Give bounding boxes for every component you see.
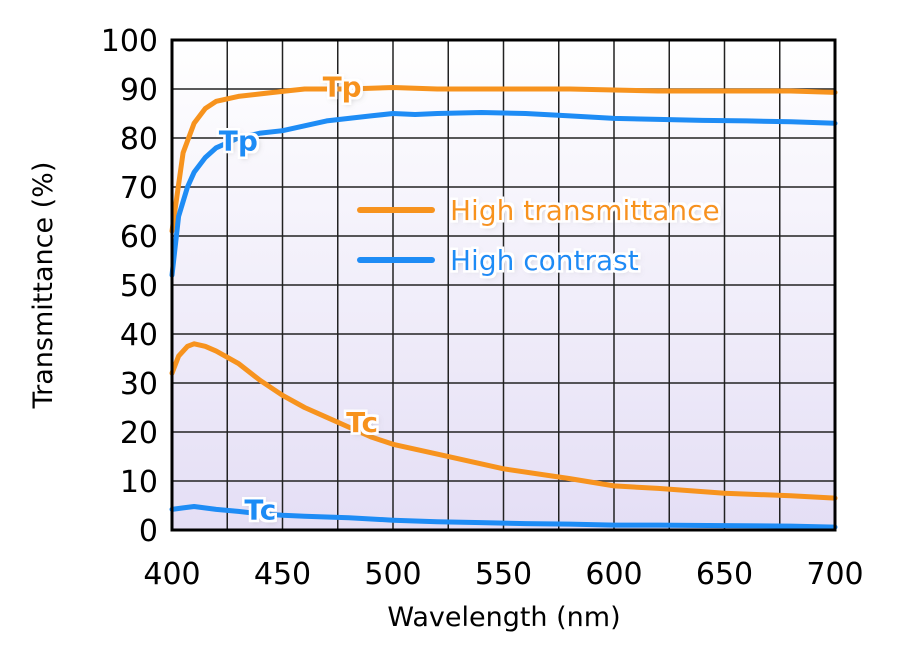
legend-label: High transmittance [450, 194, 720, 227]
y-tick-label: 0 [139, 514, 158, 549]
x-tick-label: 550 [475, 557, 532, 592]
high-transmittance-tc-line [169, 341, 838, 501]
y-tick-label: 40 [120, 318, 158, 353]
y-tick-label: 100 [101, 24, 158, 59]
y-tick-label: 30 [120, 367, 158, 402]
x-tick-label: 400 [143, 557, 200, 592]
x-axis-title: Wavelength (nm) [387, 602, 620, 633]
x-tick-label: 700 [806, 557, 863, 592]
high-contrast-tp-line [169, 110, 838, 278]
high-transmittance-tp-line [169, 85, 838, 234]
y-tick-label: 60 [120, 220, 158, 255]
curve-label-tc: Tc [346, 406, 378, 439]
legend: High transmittance High contrast [357, 194, 720, 277]
curve-label-tc: Tc [244, 493, 276, 526]
y-tick-label: 80 [120, 122, 158, 157]
x-tick-label: 600 [585, 557, 642, 592]
y-tick-label: 20 [120, 416, 158, 451]
y-tick-label: 90 [120, 73, 158, 108]
y-tick-label: 50 [120, 269, 158, 304]
x-tick-label: 650 [696, 557, 753, 592]
series-group [169, 85, 838, 530]
y-tick-label: 10 [120, 465, 158, 500]
high-contrast-tc-line [169, 504, 838, 530]
curve-labels: Tp Tp Tc Tc [219, 71, 378, 527]
y-tick-label: 70 [120, 171, 158, 206]
x-tick-labels: 400 450 500 550 600 650 700 [143, 557, 863, 592]
legend-label: High contrast [450, 244, 639, 277]
y-tick-labels: 0 10 20 30 40 50 60 70 80 90 100 [101, 24, 158, 549]
x-tick-label: 450 [254, 557, 311, 592]
plot-frame [170, 38, 837, 532]
curve-label-tp: Tp [219, 124, 258, 157]
curve-label-tp: Tp [323, 71, 362, 104]
x-tick-label: 500 [364, 557, 421, 592]
y-axis-title: Transmittance (%) [28, 162, 59, 410]
